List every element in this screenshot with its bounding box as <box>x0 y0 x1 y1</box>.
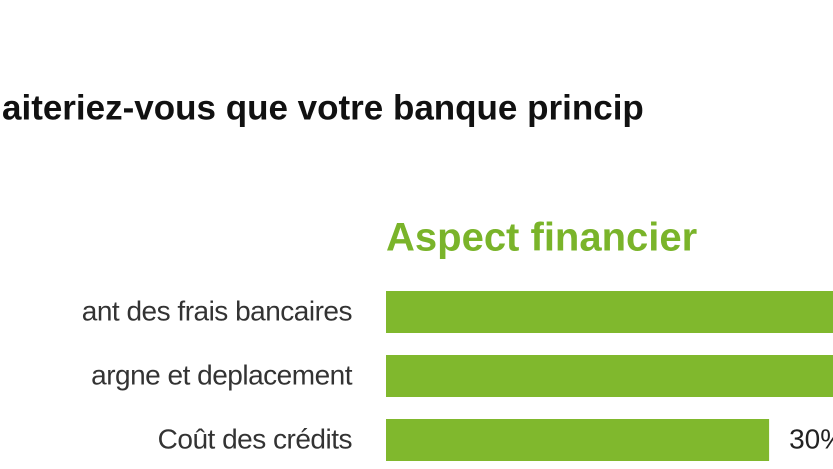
category-label: ant des frais bancaires <box>82 295 352 326</box>
chart-subtitle: Aspect financier <box>386 216 697 260</box>
category-label: Coût des crédits <box>158 423 352 454</box>
value-label: 30% <box>789 423 833 454</box>
category-label: argne et deplacement <box>91 359 353 390</box>
bar <box>386 419 770 461</box>
bar <box>386 355 833 397</box>
bar <box>386 291 833 333</box>
chart-title: aiteriez-vous que votre banque princip <box>2 88 644 127</box>
